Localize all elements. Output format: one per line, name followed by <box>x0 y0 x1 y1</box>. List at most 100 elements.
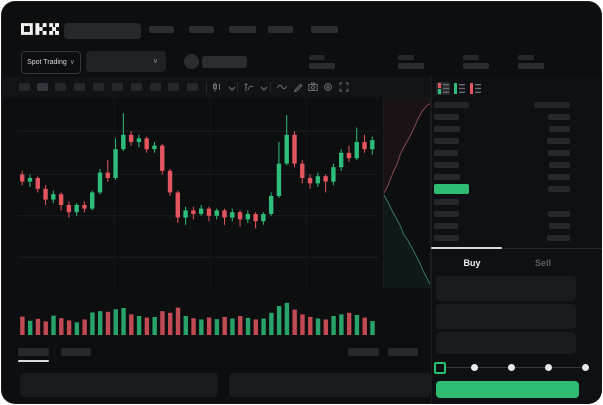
candle <box>58 194 64 205</box>
chevron-down-icon[interactable] <box>227 84 237 94</box>
candle <box>160 145 165 171</box>
chart-option-tab[interactable] <box>388 348 418 356</box>
depth-sidebar[interactable] <box>383 98 431 288</box>
nav-item[interactable] <box>311 26 338 33</box>
total-input[interactable] <box>436 332 576 354</box>
candle <box>97 172 103 193</box>
amount-bar <box>547 138 570 144</box>
candle <box>144 138 149 150</box>
amount-column-header <box>534 102 570 108</box>
camera-icon[interactable] <box>308 82 318 92</box>
draw-pencil-icon[interactable] <box>293 82 303 92</box>
chart-range-tab-active[interactable] <box>18 348 49 356</box>
orderbook-last-price-row[interactable] <box>434 184 570 194</box>
okx-logo-icon <box>21 23 59 35</box>
price-bar <box>434 223 458 229</box>
candle <box>230 212 235 218</box>
chevron-down-icon: ∨ <box>69 59 75 66</box>
interval-button[interactable] <box>93 83 104 91</box>
amount-input[interactable] <box>436 304 576 329</box>
tab-sell[interactable]: Sell <box>534 258 551 268</box>
candle <box>51 194 56 200</box>
candle <box>284 134 289 164</box>
slider-step-dot[interactable] <box>582 364 589 371</box>
candle <box>354 142 359 159</box>
stat-label <box>518 55 534 60</box>
pair-selector[interactable]: ∨ <box>86 51 166 72</box>
tab-buy[interactable]: Buy <box>463 258 481 268</box>
candle <box>167 170 173 193</box>
indicators-icon[interactable] <box>244 82 254 92</box>
chart-option-tab[interactable] <box>348 348 379 356</box>
market-type-selector[interactable]: Spot Trading ∨ <box>21 51 81 74</box>
bid-row[interactable] <box>434 211 570 217</box>
interval-button[interactable] <box>131 83 142 91</box>
candle <box>245 214 251 220</box>
candle <box>35 178 40 189</box>
candlestick-chart[interactable] <box>18 98 378 291</box>
candle <box>198 208 204 214</box>
fullscreen-icon[interactable] <box>339 82 349 92</box>
buy-submit-button[interactable] <box>436 381 579 398</box>
bid-row[interactable] <box>434 223 570 229</box>
line-tool-icon[interactable] <box>277 82 287 92</box>
orderbook-view-bids-icon[interactable] <box>452 82 466 95</box>
interval-button[interactable] <box>150 83 161 91</box>
candle <box>261 214 266 222</box>
nav-item[interactable] <box>189 26 214 33</box>
chevron-down-icon: ∨ <box>152 58 158 65</box>
candle <box>191 210 196 214</box>
orderbook-view-both-icon[interactable] <box>436 82 450 95</box>
ask-row[interactable] <box>434 114 570 120</box>
nav-item[interactable] <box>229 26 256 33</box>
candle-style-icon[interactable] <box>212 82 222 92</box>
interval-button[interactable] <box>74 83 85 91</box>
bid-row[interactable] <box>434 235 570 241</box>
stat-label <box>309 55 325 60</box>
coin-avatar <box>184 54 199 69</box>
candle <box>105 172 110 178</box>
slider-handle[interactable] <box>434 362 446 374</box>
bid-row[interactable] <box>434 199 570 205</box>
candle <box>307 178 313 184</box>
interval-button-active[interactable] <box>37 83 48 91</box>
stat-label <box>463 55 479 60</box>
toolbar-divider <box>237 82 238 93</box>
ask-row[interactable] <box>434 174 570 180</box>
ask-row[interactable] <box>434 126 570 132</box>
candle <box>237 212 243 220</box>
candle <box>121 134 126 150</box>
candle <box>175 192 180 218</box>
interval-button[interactable] <box>19 83 30 91</box>
settings-icon[interactable] <box>323 82 333 92</box>
interval-button[interactable] <box>55 83 66 91</box>
slider-step-dot[interactable] <box>508 364 515 371</box>
candle <box>222 210 227 218</box>
interval-button[interactable] <box>168 83 179 91</box>
price-input[interactable] <box>436 276 576 301</box>
slider-step-dot[interactable] <box>471 364 478 371</box>
ask-row[interactable] <box>434 138 570 144</box>
interval-button[interactable] <box>187 83 198 91</box>
candle <box>152 145 157 150</box>
nav-item[interactable] <box>268 26 293 33</box>
nav-item[interactable] <box>149 26 174 33</box>
chart-range-tab[interactable] <box>61 348 91 356</box>
ask-row[interactable] <box>434 150 570 156</box>
price-bar <box>434 211 459 217</box>
stat-value <box>309 63 335 69</box>
history-panel-placeholder[interactable] <box>229 373 431 397</box>
last-price-amount <box>548 186 570 192</box>
search-input[interactable] <box>64 23 141 39</box>
orders-panel-placeholder[interactable] <box>20 373 218 397</box>
slider-step-dot[interactable] <box>545 364 552 371</box>
orderbook-view-asks-icon[interactable] <box>468 82 482 95</box>
candle <box>362 142 367 150</box>
volume-chart[interactable] <box>18 293 378 337</box>
toolbar-divider <box>270 82 271 93</box>
ask-row[interactable] <box>434 162 570 168</box>
buy-tab-underline <box>431 247 502 249</box>
interval-button[interactable] <box>112 83 123 91</box>
candle <box>315 176 321 184</box>
chevron-down-icon[interactable] <box>259 84 269 94</box>
